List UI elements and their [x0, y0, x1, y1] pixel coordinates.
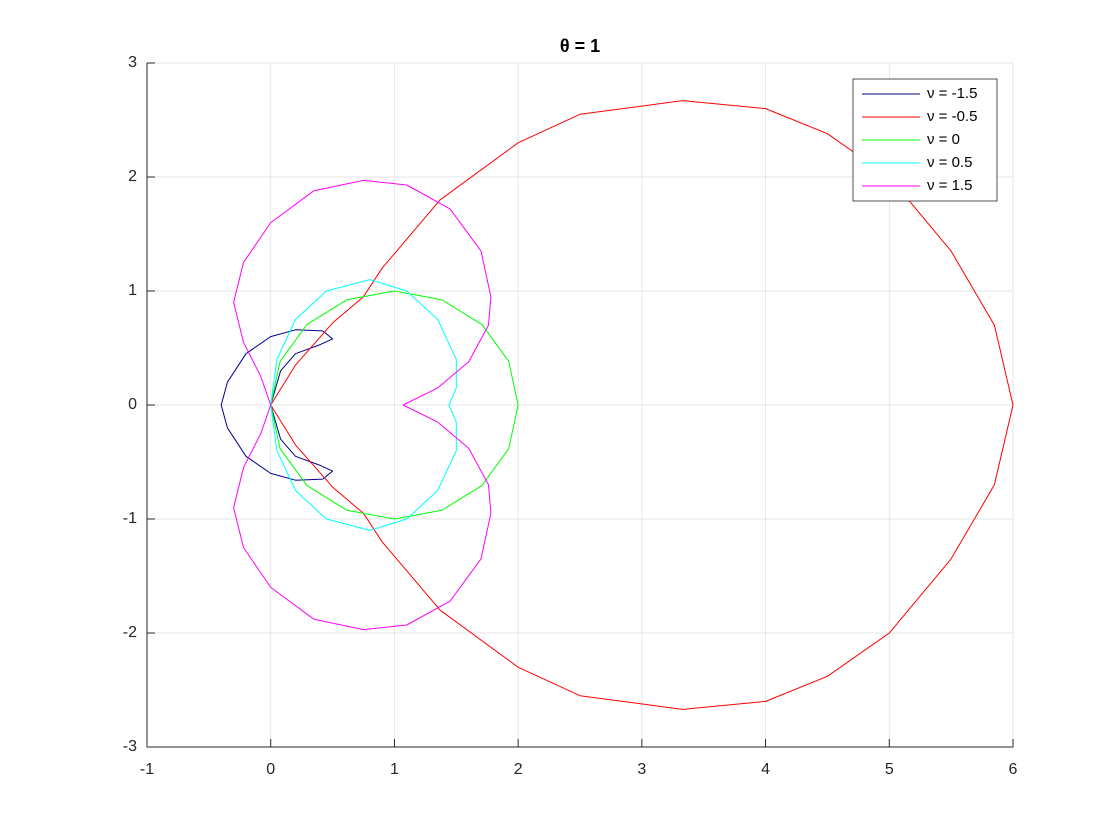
series-line — [233, 179, 492, 631]
chart-title: θ = 1 — [560, 36, 600, 56]
x-tick-label: 2 — [514, 761, 523, 778]
x-tick-label: 3 — [637, 761, 646, 778]
x-tick-label: 6 — [1009, 761, 1018, 778]
x-tick-label: 4 — [761, 761, 770, 778]
x-tick-label: 5 — [885, 761, 894, 778]
legend-label: ν = -1.5 — [927, 85, 977, 102]
y-tick-label: 2 — [128, 168, 137, 185]
series-line — [220, 329, 334, 481]
x-tick-label: 1 — [390, 761, 399, 778]
y-tick-label: -3 — [123, 738, 137, 755]
legend-label: ν = -0.5 — [927, 108, 977, 125]
y-tick-label: -1 — [123, 510, 137, 527]
series-line — [270, 279, 457, 531]
legend-label: ν = 1.5 — [927, 177, 972, 194]
legend-label: ν = 0.5 — [927, 154, 972, 171]
series-line — [270, 100, 1014, 710]
y-tick-label: 1 — [128, 282, 137, 299]
y-tick-label: 3 — [128, 54, 137, 71]
legend-label: ν = 0 — [927, 131, 960, 148]
y-tick-label: -2 — [123, 624, 137, 641]
x-tick-label: -1 — [140, 761, 154, 778]
x-tick-label: 0 — [266, 761, 275, 778]
y-tick-label: 0 — [128, 396, 137, 413]
